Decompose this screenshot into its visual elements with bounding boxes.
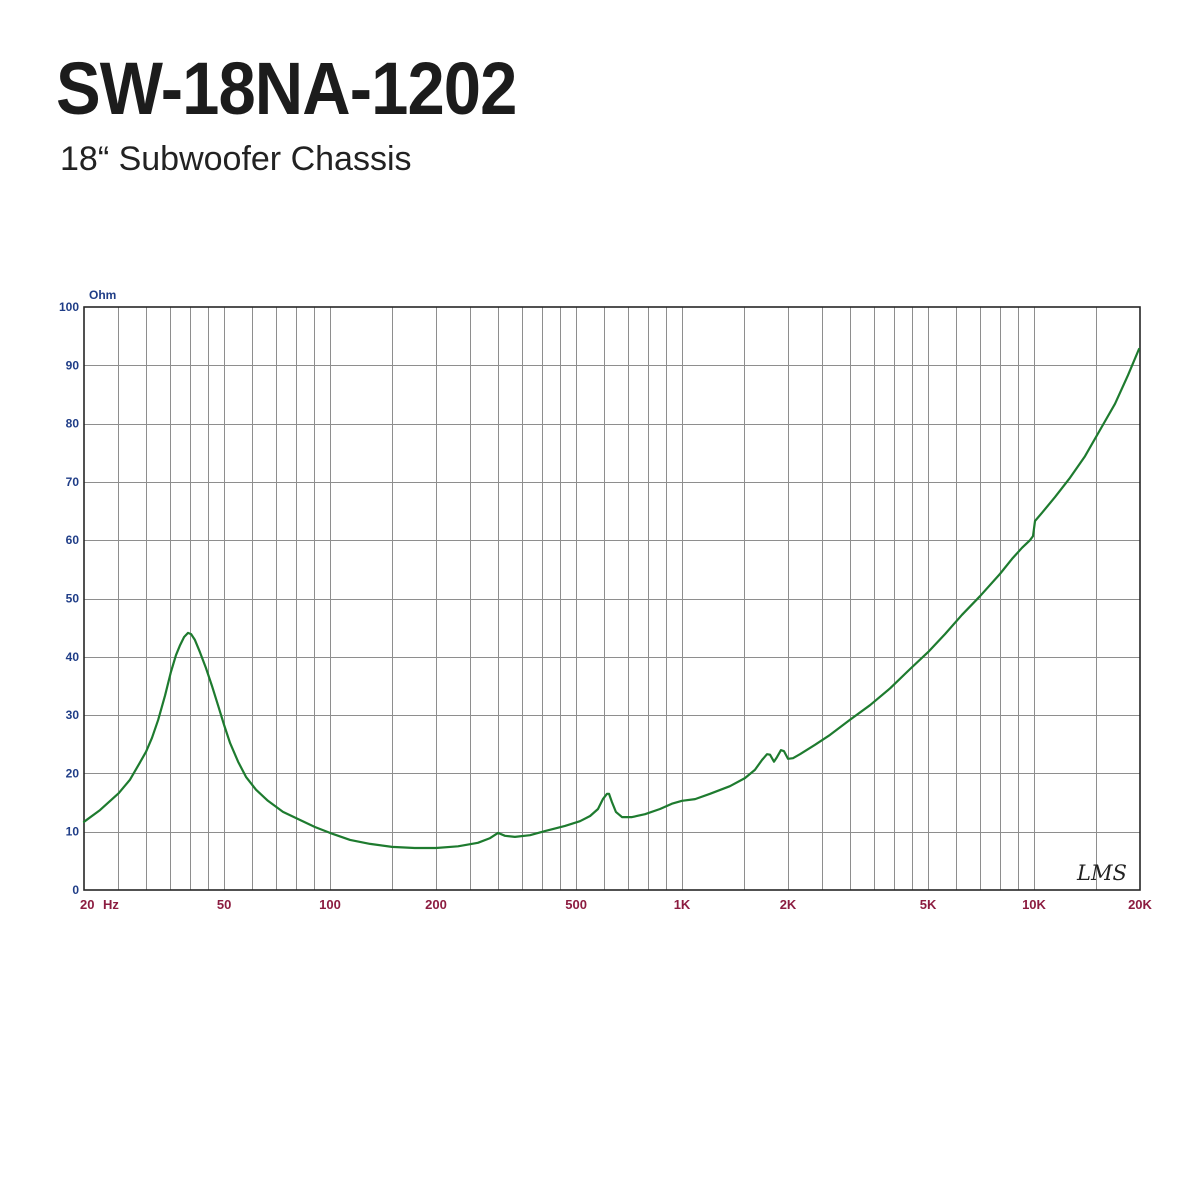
y-tick-label: 100 <box>59 300 79 314</box>
x-tick-label: 1K <box>674 897 691 912</box>
y-tick-label: 40 <box>66 650 80 664</box>
y-tick-label: 60 <box>66 533 80 547</box>
x-axis-ticks: 20 50 100 200 500 1K 2K 5K 10K 20K <box>80 897 1153 912</box>
y-tick-label: 50 <box>66 592 80 606</box>
page-subtitle: 18“ Subwoofer Chassis <box>60 140 412 178</box>
x-axis-unit-label: Hz <box>103 897 119 912</box>
x-tick-label: 50 <box>217 897 231 912</box>
x-tick-label: 500 <box>565 897 587 912</box>
y-tick-label: 90 <box>66 358 80 372</box>
grid <box>84 307 1140 890</box>
x-tick-label: 20K <box>1128 897 1152 912</box>
x-tick-label: 200 <box>425 897 447 912</box>
plot-frame <box>83 306 1141 891</box>
y-tick-label: 20 <box>66 766 80 780</box>
x-tick-label: 20 <box>80 897 94 912</box>
x-tick-label: 10K <box>1022 897 1046 912</box>
y-tick-label: 70 <box>66 475 80 489</box>
series-group <box>82 347 1141 850</box>
y-tick-label: 0 <box>72 883 79 897</box>
page-title: SW-18NA-1202 <box>56 47 517 130</box>
y-axis-unit-label: Ohm <box>89 288 116 302</box>
y-tick-label: 10 <box>66 825 80 839</box>
lms-logo: LMS <box>1076 861 1127 885</box>
y-tick-label: 30 <box>66 708 80 722</box>
impedance-curve <box>82 347 1141 850</box>
y-tick-label: 80 <box>66 417 80 431</box>
x-tick-label: 2K <box>780 897 797 912</box>
y-axis-ticks: 0 10 20 30 40 50 60 70 80 90 100 <box>59 300 79 897</box>
x-tick-label: 100 <box>319 897 341 912</box>
x-tick-label: 5K <box>920 897 937 912</box>
